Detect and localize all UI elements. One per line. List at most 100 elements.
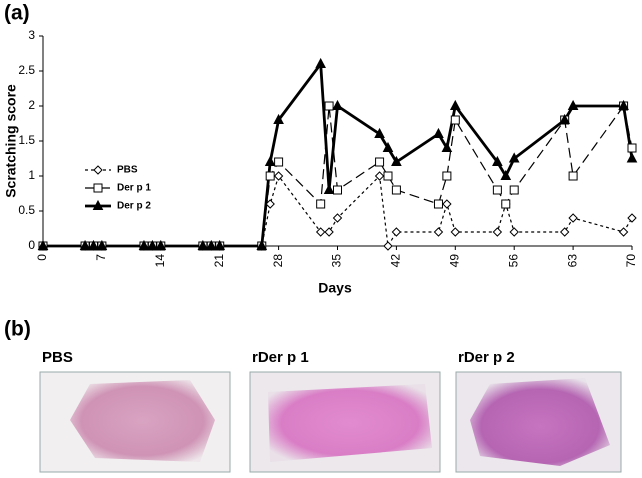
point — [332, 99, 343, 110]
point — [374, 171, 385, 181]
point — [138, 239, 150, 250]
photo-panel: PBS — [39, 349, 231, 473]
x-tick-label: 21 — [212, 254, 226, 268]
point — [492, 227, 503, 237]
panel-label: (b) — [4, 318, 31, 341]
x-tick-label: 14 — [153, 254, 167, 268]
point — [559, 227, 570, 237]
point — [324, 227, 334, 237]
point — [79, 239, 91, 250]
point — [274, 157, 284, 167]
y-tick-label: 1.5 — [18, 133, 35, 147]
legend-entry: Der p 2 — [85, 199, 151, 212]
legend-entry: Der p 1 — [85, 183, 151, 194]
point — [568, 171, 578, 181]
point — [509, 227, 519, 237]
point — [265, 199, 275, 209]
point — [441, 141, 453, 152]
point — [500, 169, 512, 180]
point — [37, 239, 49, 250]
point — [324, 101, 334, 111]
y-tick-label: 2.5 — [18, 63, 35, 77]
point — [618, 99, 629, 110]
point — [508, 152, 520, 163]
x-tick-label: 28 — [271, 254, 285, 268]
point — [88, 239, 99, 250]
photo-title: PBS — [42, 349, 73, 366]
point — [93, 165, 103, 175]
point — [332, 213, 343, 223]
legend-label: Der p 2 — [117, 201, 151, 212]
point — [205, 239, 217, 250]
y-tick-label: 1 — [28, 168, 35, 182]
point — [391, 155, 402, 166]
photo-skin — [470, 378, 610, 466]
point — [442, 199, 452, 209]
point — [433, 227, 444, 237]
point — [627, 213, 637, 223]
point — [433, 199, 443, 209]
y-tick-label: 3 — [28, 28, 35, 42]
point — [315, 227, 326, 237]
point — [568, 213, 578, 223]
photo-panel: rDer p 2 — [455, 349, 622, 473]
point — [492, 155, 503, 166]
point — [315, 57, 327, 68]
point — [433, 127, 444, 138]
x-tick-label: 35 — [330, 254, 344, 268]
point — [492, 185, 502, 195]
point — [383, 241, 393, 251]
point — [96, 239, 108, 250]
x-tick-label: 56 — [506, 254, 520, 268]
y-tick-label: 0 — [28, 238, 35, 252]
y-tick-label: 2 — [28, 98, 35, 112]
series-line — [43, 104, 633, 247]
point — [374, 127, 385, 138]
point — [214, 239, 226, 250]
point — [375, 157, 385, 167]
point — [391, 227, 402, 237]
point — [509, 185, 519, 195]
x-tick-label: 0 — [35, 254, 49, 261]
y-tick-label: 0.5 — [18, 203, 35, 217]
point — [450, 115, 460, 125]
x-tick-label: 63 — [565, 254, 579, 268]
point — [567, 99, 579, 110]
legend-label: PBS — [117, 165, 138, 176]
point — [197, 239, 209, 250]
point — [93, 183, 103, 193]
plot: 0 0.5 1 1.5 2 2.5 3 0 7 14 21 28 35 42 49 56 63 70 PBS Der … — [18, 28, 638, 267]
photo-skin — [268, 384, 432, 462]
point — [333, 185, 342, 195]
point — [626, 152, 638, 163]
point — [265, 171, 275, 181]
point — [618, 227, 629, 237]
x-axis-title: Days — [318, 280, 352, 296]
point — [316, 199, 326, 209]
point — [383, 171, 393, 181]
legend-entry: PBS — [85, 165, 138, 176]
photo-skin — [70, 380, 215, 462]
point — [323, 183, 335, 194]
point — [273, 113, 284, 124]
legend-label: Der p 1 — [117, 183, 151, 194]
point — [449, 99, 461, 110]
point — [442, 171, 452, 181]
point — [391, 185, 401, 195]
point — [501, 199, 511, 209]
point — [559, 113, 571, 124]
y-axis-title: Scratching score — [3, 84, 19, 198]
point — [92, 199, 104, 210]
point — [155, 239, 167, 250]
point — [382, 141, 394, 152]
point — [627, 143, 637, 153]
photo-title: rDer p 2 — [458, 349, 515, 366]
x-tick-label: 42 — [389, 254, 403, 268]
x-tick-label: 7 — [94, 254, 108, 261]
point — [264, 155, 276, 166]
point — [256, 239, 268, 250]
photo-title: rDer p 1 — [252, 349, 309, 366]
point — [147, 239, 158, 250]
x-tick-label: 49 — [447, 254, 461, 268]
